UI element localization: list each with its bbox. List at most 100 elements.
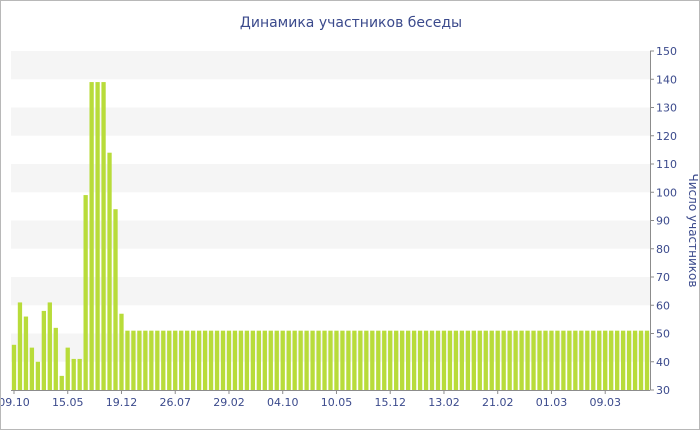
x-tick-label: 19.12	[106, 396, 138, 409]
bar	[417, 330, 423, 390]
bar	[131, 330, 136, 390]
bar	[429, 330, 435, 390]
y-tick-label: 30	[656, 384, 670, 397]
x-tick-label: 09.03	[589, 396, 621, 409]
bar	[483, 330, 488, 390]
bar	[190, 330, 196, 390]
bar	[11, 344, 17, 390]
bar	[71, 358, 76, 390]
bar	[310, 330, 315, 390]
bar	[59, 375, 64, 390]
bar	[358, 330, 363, 390]
bar	[196, 330, 202, 390]
bar	[507, 330, 512, 390]
bar	[579, 330, 584, 390]
bar	[519, 330, 524, 390]
y-tick-label: 50	[656, 328, 670, 341]
bar	[137, 330, 142, 390]
bar	[119, 313, 124, 390]
bar	[29, 347, 35, 390]
bar	[471, 330, 476, 390]
bar	[376, 330, 381, 390]
y-tick-label: 80	[656, 243, 670, 256]
bar	[382, 330, 387, 390]
bar	[477, 330, 482, 390]
bar	[620, 330, 626, 390]
bar	[364, 330, 369, 390]
grid-band	[11, 277, 650, 306]
bar	[262, 330, 267, 390]
y-tick-label: 40	[656, 356, 670, 369]
bar	[113, 209, 118, 390]
grid-bands	[11, 51, 650, 362]
grid-band	[11, 220, 650, 249]
bar	[615, 330, 620, 390]
y-tick-label: 60	[656, 299, 670, 312]
bar	[411, 330, 417, 390]
bar	[53, 327, 58, 390]
grid-band	[11, 51, 650, 80]
bar	[370, 330, 375, 390]
y-tick-label: 100	[656, 186, 677, 199]
bar	[459, 330, 465, 390]
bar	[328, 330, 333, 390]
bar	[143, 330, 148, 390]
chart-title: Динамика участников беседы	[239, 15, 463, 31]
bar	[256, 330, 261, 390]
bar	[292, 330, 297, 390]
bar	[573, 330, 578, 390]
x-tick-label: 04.10	[267, 396, 299, 409]
bar	[597, 330, 602, 390]
bar	[525, 330, 530, 390]
bar	[274, 330, 279, 390]
bar	[77, 358, 82, 390]
bar	[555, 330, 560, 390]
bar	[23, 316, 29, 390]
bar	[167, 330, 172, 390]
bar	[316, 330, 321, 390]
bar	[250, 330, 256, 390]
grid-band	[11, 107, 650, 136]
bar	[208, 330, 214, 390]
bar	[340, 330, 345, 390]
x-tick-label: 09.10	[1, 396, 30, 409]
x-tick-label: 10.05	[321, 396, 353, 409]
bar	[632, 330, 638, 390]
bar	[465, 330, 471, 390]
bar	[638, 330, 644, 390]
bar	[531, 330, 536, 390]
bar	[17, 302, 23, 390]
bar	[107, 152, 112, 390]
bar	[537, 330, 542, 390]
bar	[101, 82, 106, 390]
bar	[304, 330, 309, 390]
bar	[388, 330, 393, 390]
bar	[585, 330, 590, 390]
bar	[149, 330, 154, 390]
bar	[346, 330, 351, 390]
bar	[644, 330, 650, 390]
y-axis-ticks: 30 40 50 60 70 80 90 100 110 120 130 140 150	[650, 45, 677, 397]
bar	[334, 330, 339, 390]
bar	[489, 330, 494, 390]
bar	[561, 330, 566, 390]
bar	[65, 347, 70, 390]
y-tick-label: 150	[656, 45, 677, 58]
bar	[352, 330, 357, 390]
bar	[89, 82, 94, 390]
x-tick-label: 15.05	[52, 396, 84, 409]
bar	[47, 302, 52, 390]
y-axis-label: Число участников	[686, 174, 699, 288]
bar	[226, 330, 232, 390]
bar	[447, 330, 453, 390]
grid-band	[11, 164, 650, 193]
bar	[155, 330, 160, 390]
bar	[453, 330, 459, 390]
bar	[405, 330, 411, 390]
bar	[394, 330, 399, 390]
bar	[179, 330, 184, 390]
bar	[495, 330, 500, 390]
bar	[567, 330, 572, 390]
